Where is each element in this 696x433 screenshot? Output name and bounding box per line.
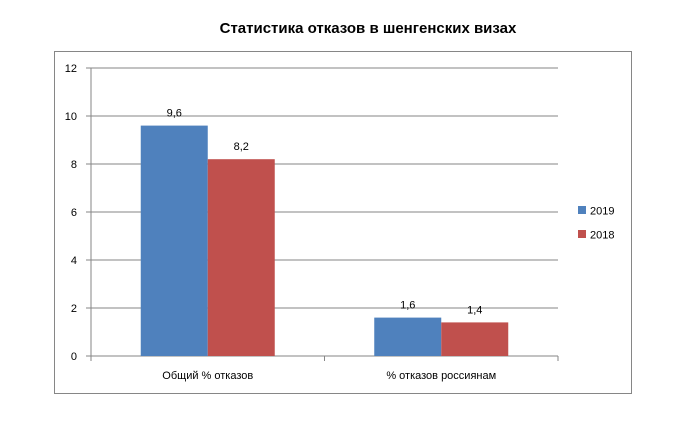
- legend-swatch-2019: [578, 206, 586, 214]
- legend-label: 2018: [590, 230, 614, 242]
- legend-swatch-2018: [578, 230, 586, 238]
- data-label: 8,2: [234, 141, 249, 153]
- chart-frame: [54, 51, 632, 394]
- bar-2019: [374, 317, 442, 356]
- x-tick-label: Общий % отказов: [162, 370, 253, 382]
- legend: 2019 2018: [578, 206, 614, 242]
- bar-2018: [441, 322, 509, 356]
- legend-label: 2019: [590, 206, 614, 218]
- x-tick-label: % отказов россиянам: [386, 370, 496, 382]
- data-labels: 9,6 8,2 1,6 1,4: [167, 108, 483, 317]
- bar-2018: [207, 159, 275, 356]
- y-tick-label: 0: [71, 351, 77, 363]
- y-tick-label: 10: [65, 111, 77, 123]
- bar-2019: [140, 125, 208, 356]
- chart-title: Статистика отказов в шенгенских визах: [219, 20, 517, 37]
- y-tick-label: 2: [71, 303, 77, 315]
- data-label: 9,6: [167, 108, 182, 120]
- y-tick-label: 4: [71, 255, 77, 267]
- y-tick-label: 8: [71, 159, 77, 171]
- y-tick-label: 6: [71, 207, 77, 219]
- y-tick-label: 12: [65, 63, 77, 75]
- data-label: 1,6: [400, 300, 415, 312]
- data-label: 1,4: [467, 304, 482, 316]
- bars: [140, 125, 509, 356]
